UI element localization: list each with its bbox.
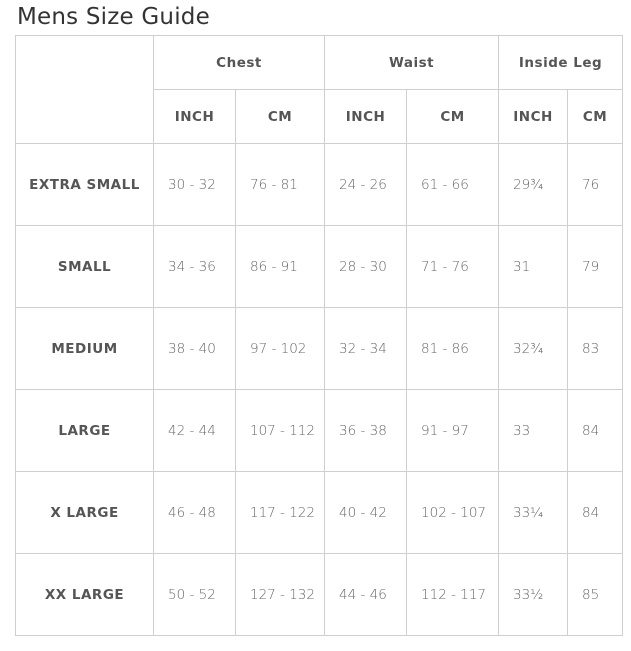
size-value: 85: [567, 553, 624, 636]
size-value: 97 - 102: [234, 307, 326, 390]
size-value: 31: [498, 225, 569, 308]
size-value: 29¾: [498, 143, 569, 226]
size-guide-table: Chest Waist Inside Leg INCH CM INCH CM INCH C…: [15, 35, 624, 636]
size-value: 40 - 42: [324, 471, 408, 554]
unit-header: INCH: [324, 89, 408, 144]
size-value: 28 - 30: [324, 225, 408, 308]
size-value: 81 - 86: [406, 307, 500, 390]
unit-header: CM: [234, 89, 326, 144]
size-value: 38 - 40: [153, 307, 236, 390]
table-row: SMALL 34 - 36 86 - 91 28 - 30 71 - 76 31 79: [15, 225, 624, 308]
size-value: 44 - 46: [324, 553, 408, 636]
size-value: 33¼: [498, 471, 569, 554]
size-value: 33: [498, 389, 569, 472]
size-value: 36 - 38: [324, 389, 408, 472]
table-row: EXTRA SMALL 30 - 32 76 - 81 24 - 26 61 - 66 2…: [15, 143, 624, 226]
table-row: LARGE 42 - 44 107 - 112 36 - 38 91 - 97 33 84: [15, 389, 624, 472]
unit-header: INCH: [153, 89, 236, 144]
table-row: X LARGE 46 - 48 117 - 122 40 - 42 102 - 107 3…: [15, 471, 624, 554]
size-label: XX LARGE: [15, 553, 154, 636]
size-label: X LARGE: [15, 471, 154, 554]
size-value: 117 - 122: [234, 471, 326, 554]
corner-cell: [15, 35, 154, 144]
page-title: Mens Size Guide: [17, 4, 210, 30]
size-value: 91 - 97: [406, 389, 500, 472]
size-value: 86 - 91: [234, 225, 326, 308]
size-value: 76: [567, 143, 624, 226]
size-value: 84: [567, 471, 624, 554]
size-value: 79: [567, 225, 624, 308]
size-value: 32¾: [498, 307, 569, 390]
size-value: 107 - 112: [234, 389, 326, 472]
size-label: MEDIUM: [15, 307, 154, 390]
size-value: 127 - 132: [234, 553, 326, 636]
size-value: 33½: [498, 553, 569, 636]
size-value: 61 - 66: [406, 143, 500, 226]
group-header-chest: Chest: [152, 35, 326, 90]
size-value: 71 - 76: [406, 225, 500, 308]
size-value: 50 - 52: [153, 553, 236, 636]
size-value: 24 - 26: [324, 143, 408, 226]
table-row: XX LARGE 50 - 52 127 - 132 44 - 46 112 - 117…: [15, 553, 624, 636]
size-label: EXTRA SMALL: [15, 143, 154, 226]
table-row: MEDIUM 38 - 40 97 - 102 32 - 34 81 - 86 32¾ 83: [15, 307, 624, 390]
size-value: 84: [567, 389, 624, 472]
size-label: SMALL: [15, 225, 154, 308]
size-value: 76 - 81: [234, 143, 326, 226]
size-value: 42 - 44: [153, 389, 236, 472]
size-label: LARGE: [15, 389, 154, 472]
unit-header: CM: [567, 89, 624, 144]
size-value: 112 - 117: [406, 553, 500, 636]
unit-header: CM: [406, 89, 500, 144]
size-value: 102 - 107: [406, 471, 500, 554]
unit-header: INCH: [498, 89, 569, 144]
size-value: 32 - 34: [324, 307, 408, 390]
size-value: 34 - 36: [153, 225, 236, 308]
size-value: 46 - 48: [153, 471, 236, 554]
size-value: 30 - 32: [153, 143, 236, 226]
size-value: 83: [567, 307, 624, 390]
group-header-inside-leg: Inside Leg: [498, 35, 624, 90]
group-header-waist: Waist: [324, 35, 500, 90]
